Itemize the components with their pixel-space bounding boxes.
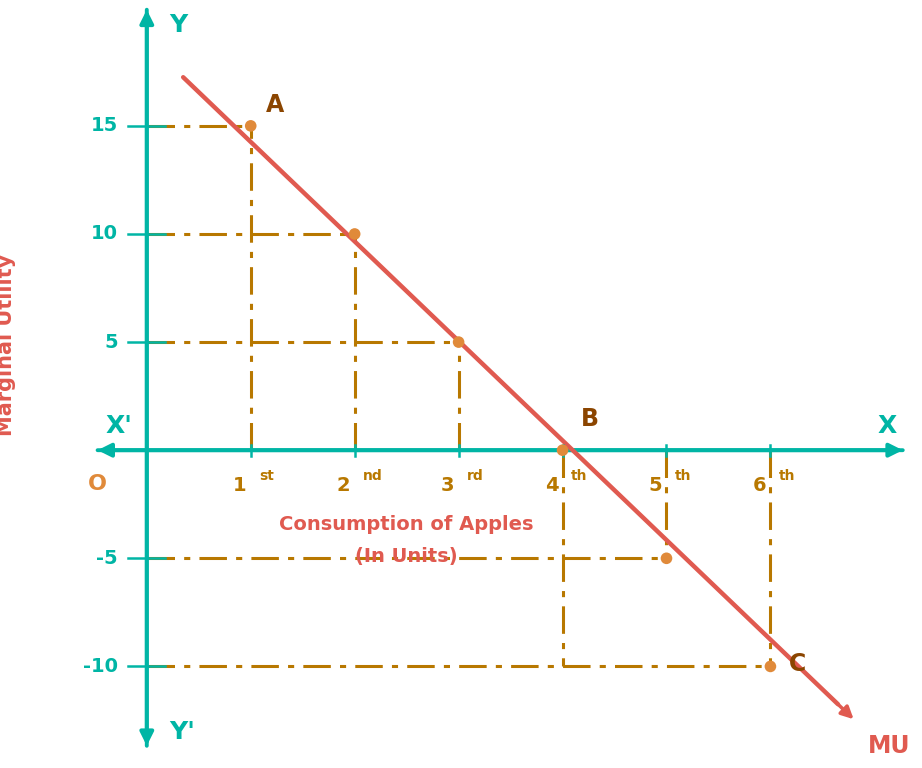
Text: nd: nd xyxy=(363,468,383,482)
Text: th: th xyxy=(675,468,692,482)
Text: 4: 4 xyxy=(545,476,559,495)
Point xyxy=(451,336,466,348)
Text: th: th xyxy=(571,468,587,482)
Point xyxy=(763,660,778,673)
Text: 5: 5 xyxy=(104,333,118,352)
Text: C: C xyxy=(789,652,807,677)
Text: X: X xyxy=(878,415,897,439)
Text: 10: 10 xyxy=(90,224,118,243)
Text: st: st xyxy=(259,468,274,482)
Text: X': X' xyxy=(105,415,132,439)
Text: O: O xyxy=(89,474,107,494)
Text: 6: 6 xyxy=(752,476,766,495)
Text: rd: rd xyxy=(467,468,484,482)
Text: th: th xyxy=(779,468,796,482)
Text: Y: Y xyxy=(170,13,188,38)
Text: -10: -10 xyxy=(83,657,118,676)
Text: 2: 2 xyxy=(337,476,350,495)
Text: MU: MU xyxy=(869,734,911,758)
Point xyxy=(348,228,362,240)
Text: 5: 5 xyxy=(649,476,662,495)
Point xyxy=(659,552,674,564)
Text: Consumption of Apples: Consumption of Apples xyxy=(279,515,534,534)
Text: (In Units): (In Units) xyxy=(355,548,458,567)
Text: B: B xyxy=(581,407,599,431)
Text: 1: 1 xyxy=(233,476,246,495)
Text: 15: 15 xyxy=(90,117,118,135)
Text: 3: 3 xyxy=(441,476,455,495)
Point xyxy=(243,120,258,132)
Text: Y': Y' xyxy=(170,720,195,744)
Text: Marginal Utility: Marginal Utility xyxy=(0,254,17,436)
Point xyxy=(555,444,570,456)
Text: -5: -5 xyxy=(96,549,118,568)
Text: A: A xyxy=(266,93,285,118)
